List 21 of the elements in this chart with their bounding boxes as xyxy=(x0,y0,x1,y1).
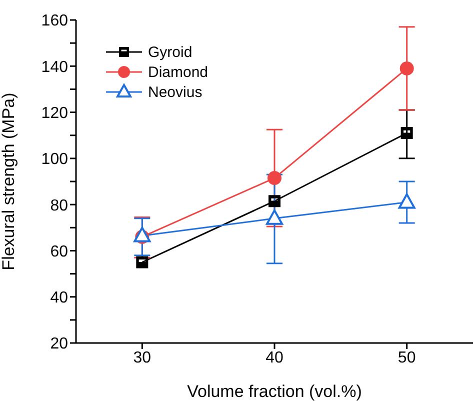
point xyxy=(400,61,414,76)
legend-label: Diamond xyxy=(148,64,208,80)
legend-label: Gyroid xyxy=(148,44,192,60)
point xyxy=(268,171,282,186)
point xyxy=(266,209,283,225)
y-tick-label: 100 xyxy=(41,151,68,168)
y-tick-label: 140 xyxy=(41,58,68,76)
y-tick-label: 80 xyxy=(50,197,68,214)
legend-label: Neovius xyxy=(148,84,202,100)
y-tick-label: 160 xyxy=(41,12,68,30)
x-tick-label: 50 xyxy=(398,349,416,366)
y-tick-label: 60 xyxy=(50,243,68,260)
y-tick-label: 20 xyxy=(50,336,68,353)
y-tick-label: 120 xyxy=(41,104,68,122)
x-tick-label: 40 xyxy=(266,349,284,366)
x-axis-title: Volume fraction (vol.%) xyxy=(187,382,362,401)
point xyxy=(134,226,151,242)
y-tick-label: 40 xyxy=(50,290,68,307)
y-axis-title: Flexural strength (MPa) xyxy=(0,92,18,270)
x-tick-label: 30 xyxy=(133,349,152,366)
point xyxy=(398,193,416,209)
